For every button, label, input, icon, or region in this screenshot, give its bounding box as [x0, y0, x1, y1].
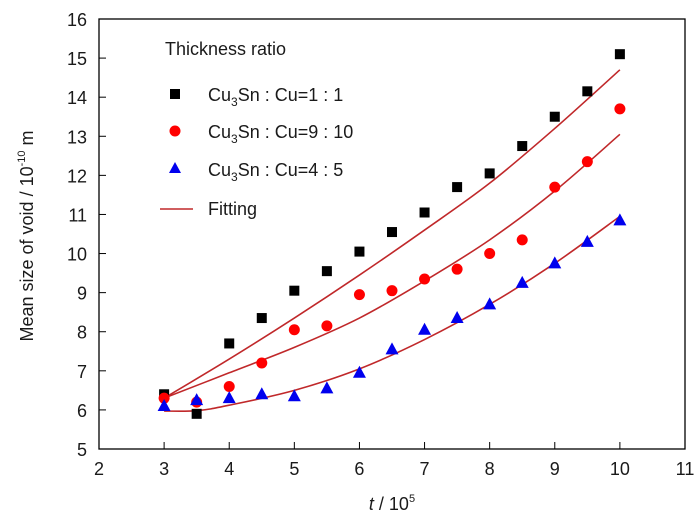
data-point-square — [191, 408, 202, 419]
data-point-triangle — [613, 213, 627, 226]
x-tick-label: 9 — [550, 459, 560, 479]
y-tick-label: 15 — [67, 49, 87, 69]
x-tick-label: 7 — [420, 459, 430, 479]
plot-frame — [98, 18, 686, 450]
data-point-square — [256, 313, 267, 324]
fit-curve-series-3 — [164, 215, 621, 413]
data-point-triangle — [320, 381, 334, 394]
legend-entry-2: Cu3Sn : Cu=9 : 10 — [208, 122, 353, 146]
data-point-square — [321, 266, 332, 277]
data-point-circle — [353, 289, 365, 301]
data-point-circle — [386, 285, 398, 297]
data-point-triangle — [222, 391, 236, 404]
y-tick-label: 13 — [67, 127, 87, 147]
data-point-triangle — [450, 311, 464, 324]
data-point-circle — [516, 234, 528, 246]
data-point-triangle — [580, 234, 594, 247]
data-point-square — [387, 227, 397, 238]
x-axis-title-exponent: 5 — [409, 493, 415, 505]
legend-marker-circle — [169, 125, 181, 137]
x-axis-title: t / 105 — [369, 493, 415, 514]
x-axis-title-sep: / 10 — [374, 494, 409, 514]
data-point-circle — [484, 248, 496, 260]
data-point-circle — [158, 392, 170, 404]
data-point-square — [224, 338, 235, 349]
data-point-circle — [288, 324, 300, 336]
data-point-triangle — [418, 322, 432, 335]
data-point-triangle — [385, 342, 399, 355]
data-point-square — [582, 86, 593, 97]
y-axis-title-main: Mean size of void / 10 — [17, 166, 37, 341]
data-point-square — [517, 141, 528, 152]
fit-curve-series-1 — [163, 69, 621, 399]
data-point-triangle — [157, 399, 171, 411]
x-tick-label: 4 — [224, 459, 234, 479]
y-tick-label: 6 — [77, 401, 87, 421]
data-point-triangle — [515, 275, 529, 288]
x-tick-label: 3 — [159, 459, 169, 479]
legend: Thickness ratio Cu3Sn : Cu=1 : 1 Cu3Sn :… — [160, 39, 353, 219]
data-point-square — [289, 285, 300, 296]
x-axis-title-var: t — [369, 494, 375, 514]
x-tick-label: 5 — [289, 459, 299, 479]
data-point-square — [452, 182, 463, 193]
data-point-triangle — [190, 393, 204, 406]
data-point-circle — [549, 181, 561, 193]
y-tick-label: 5 — [77, 440, 87, 460]
data-point-circle — [256, 357, 268, 369]
data-point-triangle — [352, 365, 366, 378]
x-tick-label: 10 — [610, 459, 630, 479]
data-point-square — [549, 111, 560, 122]
y-axis-title-unit: m — [17, 130, 37, 150]
y-tick-label: 16 — [67, 10, 87, 30]
legend-title: Thickness ratio — [165, 39, 286, 59]
y-tick-label: 7 — [77, 362, 87, 382]
data-point-square — [354, 246, 365, 257]
x-tick-label: 11 — [676, 459, 695, 479]
data-point-triangle — [255, 387, 269, 400]
y-tick-label: 12 — [67, 166, 87, 186]
y-tick-label: 11 — [68, 205, 87, 225]
y-axis-title-exponent: -10 — [16, 150, 28, 166]
data-point-circle — [419, 273, 431, 285]
y-tick-label: 9 — [77, 284, 87, 304]
data-point-triangle — [548, 256, 562, 269]
legend-entry-3: Cu3Sn : Cu=4 : 5 — [208, 160, 343, 184]
y-axis-ticks: 5 6 7 8 9 10 11 12 13 14 15 16 — [67, 10, 106, 460]
legend-entry-1: Cu3Sn : Cu=1 : 1 — [208, 85, 343, 109]
data-point-triangle — [287, 389, 301, 402]
legend-entry-fitting: Fitting — [208, 199, 257, 219]
y-tick-label: 10 — [67, 245, 87, 265]
x-tick-label: 6 — [354, 459, 364, 479]
data-points — [157, 49, 627, 419]
x-axis-ticks: 2 3 4 5 6 7 8 9 10 11 — [94, 442, 694, 479]
x-tick-label: 8 — [485, 459, 495, 479]
data-point-square — [419, 207, 430, 218]
data-point-circle — [451, 263, 463, 275]
legend-marker-triangle — [169, 162, 181, 173]
x-tick-label: 2 — [94, 459, 104, 479]
data-point-circle — [223, 380, 235, 392]
data-point-triangle — [483, 297, 497, 310]
data-point-circle — [321, 320, 333, 332]
data-point-circle — [581, 156, 593, 168]
y-axis-title: Mean size of void / 10-10 m — [16, 130, 37, 341]
data-point-square — [484, 168, 495, 179]
data-point-circle — [614, 103, 626, 115]
y-tick-label: 8 — [77, 323, 87, 343]
legend-marker-square — [170, 89, 180, 99]
data-point-square — [614, 49, 625, 60]
y-tick-label: 14 — [67, 88, 87, 108]
